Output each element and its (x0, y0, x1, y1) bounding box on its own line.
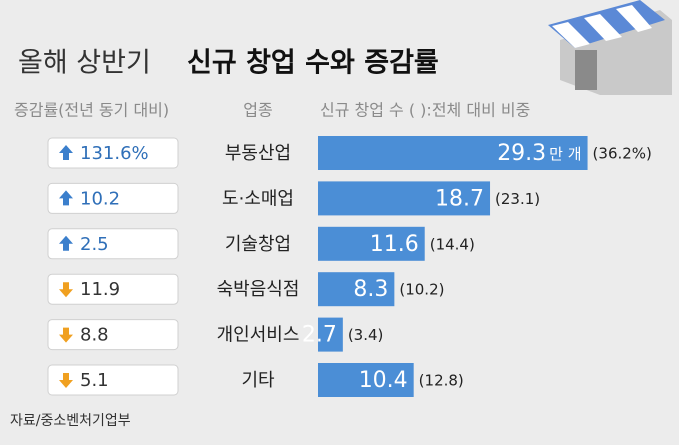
bar (318, 136, 588, 170)
share-label: (10.2) (399, 281, 444, 299)
change-box (47, 182, 179, 214)
category-label: 기타 (241, 370, 275, 391)
bar (318, 181, 491, 216)
value-label: 10.4 (359, 368, 408, 393)
category-label: 부동산업 (225, 143, 291, 164)
change-box (47, 228, 179, 260)
change-label: 131.6% (80, 143, 149, 164)
direction-arrow (59, 235, 73, 251)
bar (318, 363, 414, 397)
value-label: 8.3 (353, 277, 388, 302)
change-label: 2.5 (80, 234, 109, 255)
bar (318, 317, 343, 352)
title-light: 올해 상반기 (18, 48, 151, 79)
direction-arrow (59, 282, 73, 298)
share-label: (12.8) (419, 372, 464, 390)
unit: 만 개 (549, 145, 581, 163)
share-label: (3.4) (348, 326, 384, 344)
category-label: 기술창업 (225, 234, 291, 255)
share-label: (14.4) (430, 235, 475, 253)
bar-value: 10.4 (359, 368, 408, 393)
header: 업종 (243, 101, 272, 120)
bar-value: 2.7 (302, 323, 337, 348)
direction-arrow (59, 190, 73, 206)
value-label: 29.3 (497, 141, 546, 166)
value-label: 2.7 (302, 323, 337, 348)
source: 자료/중소벤처기업부 (10, 413, 131, 429)
header: 증감률(전년 동기 대비) (14, 101, 169, 120)
bar-value: 18.7 (435, 186, 484, 211)
direction-arrow (59, 327, 73, 343)
direction-arrow (59, 373, 73, 388)
change-box (47, 364, 179, 396)
category-label: 개인서비스 (217, 325, 300, 346)
direction-arrow (59, 145, 73, 160)
store-icon (548, 0, 672, 95)
value-label: 11.6 (370, 232, 419, 257)
bar-value: 8.3 (353, 277, 388, 302)
bar (318, 272, 395, 307)
change-box (47, 137, 179, 169)
share-label: (23.1) (495, 190, 540, 208)
change-label: 8.8 (80, 325, 109, 346)
change-box (47, 273, 179, 305)
category-label: 숙박음식점 (217, 279, 300, 300)
bar-value: 11.6 (370, 232, 419, 257)
change-box (47, 319, 179, 351)
bar (318, 226, 425, 261)
value-label: 18.7 (435, 186, 484, 211)
change-label: 11.9 (80, 279, 120, 300)
category-label: 도·소매업 (222, 188, 294, 209)
change-label: 10.2 (80, 188, 120, 209)
share-label: (36.2%) (593, 145, 652, 163)
change-label: 5.1 (80, 370, 109, 391)
bar-value: 29.3 만 개 (497, 141, 581, 166)
title-bold: 신규 창업 수와 증감률 (187, 48, 439, 79)
header: 신규 창업 수 ( ):전체 대비 비중 (320, 101, 530, 120)
